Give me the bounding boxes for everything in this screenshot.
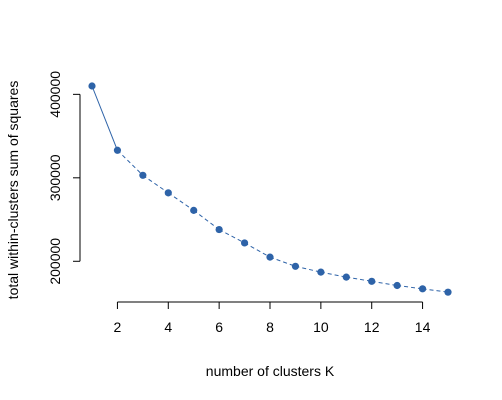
series-line-segment <box>346 276 372 282</box>
y-tick-label: 300000 <box>47 154 63 201</box>
x-tick-label: 12 <box>364 319 380 335</box>
series-group <box>88 82 452 296</box>
series-line-segment <box>371 280 398 286</box>
x-tick-label: 8 <box>266 319 274 335</box>
y-tick-label: 200000 <box>47 238 63 285</box>
data-point <box>317 268 325 276</box>
x-tick-label: 2 <box>114 319 122 335</box>
series-line-segment <box>117 149 144 176</box>
y-axis-title: total within-clusters sum of squares <box>5 81 21 300</box>
series-line-segment <box>168 192 194 211</box>
series-line-segment <box>193 209 220 230</box>
x-tick-label: 4 <box>164 319 172 335</box>
data-point <box>240 239 249 247</box>
data-point <box>113 146 122 154</box>
series-line-segment <box>320 271 347 278</box>
series-line-segment <box>142 174 169 194</box>
y-tick-label: 400000 <box>47 71 63 118</box>
x-axis: 2 4 6 8 10 12 14 <box>114 301 431 335</box>
data-point <box>444 288 452 296</box>
x-tick-label: 10 <box>313 319 329 335</box>
series-line-segment <box>91 85 118 151</box>
series-line-segment <box>218 229 245 244</box>
data-point <box>418 285 427 293</box>
data-point <box>368 277 376 285</box>
data-point <box>88 82 96 90</box>
data-point <box>393 281 401 290</box>
series-line-segment <box>397 284 423 290</box>
x-axis-title: number of clusters K <box>206 363 335 379</box>
data-point <box>215 225 223 234</box>
series-line-segment <box>422 288 449 293</box>
x-tick-label: 6 <box>215 319 223 335</box>
x-tick-label: 14 <box>415 319 431 335</box>
series-line-segment <box>244 242 271 258</box>
series-line-segment <box>269 256 296 267</box>
data-point <box>164 189 172 197</box>
y-axis: 200000 300000 400000 <box>47 71 81 285</box>
data-point <box>190 206 198 214</box>
data-point <box>342 273 350 281</box>
data-point <box>266 253 274 261</box>
data-point <box>291 262 300 270</box>
data-point <box>139 171 147 179</box>
series-line-segment <box>295 265 321 273</box>
